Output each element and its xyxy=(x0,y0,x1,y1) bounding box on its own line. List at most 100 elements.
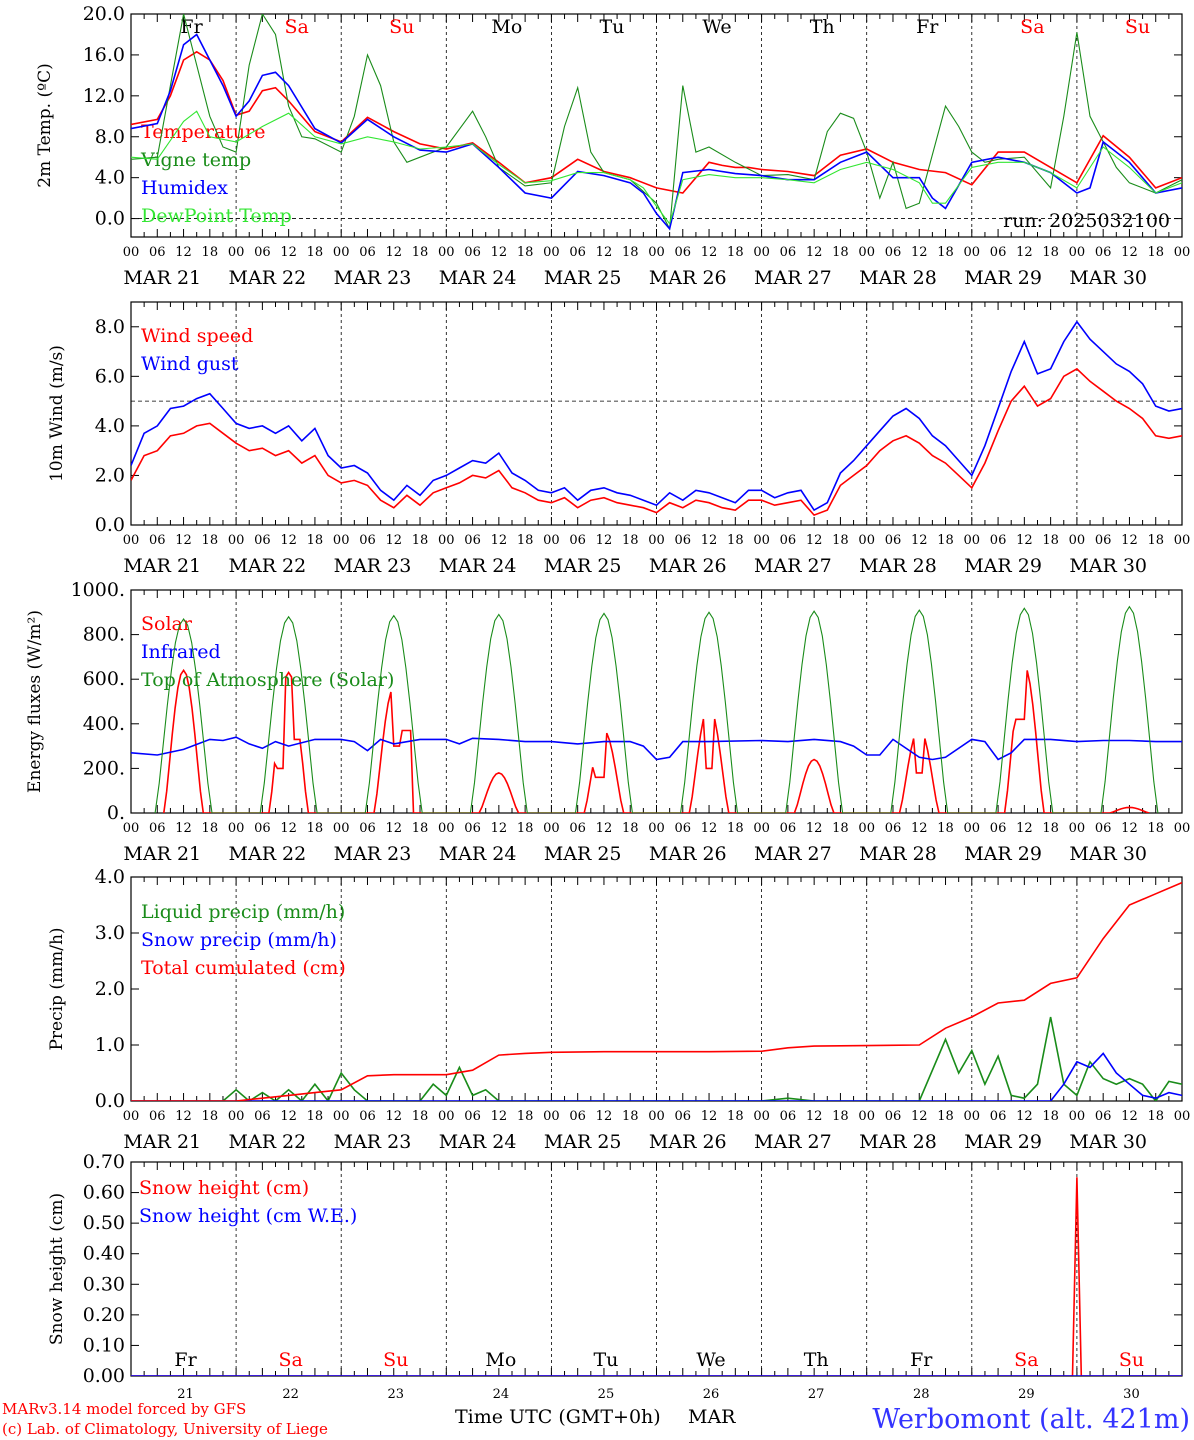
y-tick-label: 1000. xyxy=(71,579,125,601)
hour-tick-label: 18 xyxy=(307,533,324,548)
hour-tick-label: 00 xyxy=(228,1109,245,1124)
y-tick-label: 2.0 xyxy=(95,464,125,486)
hour-tick-label: 06 xyxy=(464,821,481,836)
series-line-3 xyxy=(131,33,1182,231)
hour-tick-label: 00 xyxy=(858,533,875,548)
y-tick-label: 600. xyxy=(83,668,125,690)
hour-tick-label: 00 xyxy=(964,533,981,548)
y-tick-label: 3.0 xyxy=(95,922,125,944)
legend-entry: Wind speed xyxy=(141,325,253,347)
hour-tick-label: 18 xyxy=(622,245,639,260)
weekday-label: Mo xyxy=(485,1349,516,1371)
hour-tick-label: 18 xyxy=(622,821,639,836)
weekday-label: Tu xyxy=(593,1349,618,1371)
hour-tick-label: 06 xyxy=(780,533,797,548)
hour-tick-label: 00 xyxy=(438,245,455,260)
y-axis-title: 2m Temp. (ºC) xyxy=(35,63,55,188)
hour-tick-label: 06 xyxy=(464,1109,481,1124)
y-tick-label: 0.0 xyxy=(95,1090,125,1112)
hour-tick-label: 12 xyxy=(806,1109,823,1124)
weekday-label: Sa xyxy=(284,16,308,38)
date-label: MAR 21 xyxy=(123,843,201,865)
legend-entry: Snow height (cm W.E.) xyxy=(139,1205,357,1227)
hour-tick-label: 00 xyxy=(648,1109,665,1124)
date-label: MAR 26 xyxy=(649,843,727,865)
day-number-label: 29 xyxy=(1018,1387,1035,1402)
legend-entry: Liquid precip (mm/h) xyxy=(141,901,345,923)
hour-tick-label: 06 xyxy=(464,533,481,548)
day-number-label: 21 xyxy=(177,1387,194,1402)
day-number-label: 27 xyxy=(808,1387,825,1402)
hour-tick-label: 18 xyxy=(727,245,744,260)
date-label: MAR 22 xyxy=(229,1131,307,1153)
hour-tick-label: 18 xyxy=(307,245,324,260)
date-label: MAR 24 xyxy=(439,843,517,865)
hour-tick-label: 18 xyxy=(517,245,534,260)
hour-tick-label: 18 xyxy=(412,821,429,836)
hour-tick-label: 18 xyxy=(727,821,744,836)
y-tick-label: 8.0 xyxy=(95,126,125,148)
hour-tick-label: 12 xyxy=(701,245,718,260)
date-label: MAR 21 xyxy=(123,267,201,289)
hour-tick-label: 12 xyxy=(280,821,297,836)
hour-tick-label: 00 xyxy=(438,821,455,836)
hour-tick-label: 00 xyxy=(1069,245,1086,260)
day-number-label: 25 xyxy=(598,1387,615,1402)
hour-tick-label: 00 xyxy=(543,821,560,836)
y-tick-label: 0.70 xyxy=(83,1151,125,1173)
hour-tick-label: 00 xyxy=(123,245,140,260)
hour-tick-label: 06 xyxy=(359,821,376,836)
hour-tick-label: 12 xyxy=(491,533,508,548)
hour-tick-label: 00 xyxy=(1174,821,1191,836)
hour-tick-label: 18 xyxy=(727,1109,744,1124)
y-tick-label: 400. xyxy=(83,713,125,735)
hour-tick-label: 00 xyxy=(964,1109,981,1124)
hour-tick-label: 06 xyxy=(254,1109,271,1124)
date-label: MAR 23 xyxy=(334,1131,412,1153)
hour-tick-label: 12 xyxy=(806,245,823,260)
y-tick-label: 16.0 xyxy=(83,44,125,66)
date-label: MAR 28 xyxy=(859,1131,937,1153)
y-tick-label: 800. xyxy=(83,624,125,646)
hour-tick-label: 00 xyxy=(964,245,981,260)
date-label: MAR 25 xyxy=(544,267,622,289)
hour-tick-label: 06 xyxy=(1095,821,1112,836)
date-label: MAR 27 xyxy=(754,1131,832,1153)
y-tick-label: 6.0 xyxy=(95,365,125,387)
weekday-label: Su xyxy=(383,1349,408,1371)
date-label: MAR 26 xyxy=(649,555,727,577)
hour-tick-label: 06 xyxy=(464,245,481,260)
series-line-2 xyxy=(131,1052,1182,1101)
day-number-label: 28 xyxy=(913,1387,930,1402)
hour-tick-label: 12 xyxy=(1016,245,1033,260)
legend-entry: DewPoint Temp xyxy=(141,205,292,227)
hour-tick-label: 06 xyxy=(149,821,166,836)
weekday-label: We xyxy=(696,1349,725,1371)
hour-tick-label: 00 xyxy=(753,1109,770,1124)
hour-tick-label: 12 xyxy=(701,1109,718,1124)
hour-tick-label: 18 xyxy=(622,533,639,548)
weekday-label: We xyxy=(702,16,731,38)
hour-tick-label: 12 xyxy=(280,533,297,548)
day-number-label: 26 xyxy=(703,1387,720,1402)
credit-line-1: MARv3.14 model forced by GFS xyxy=(2,1400,246,1418)
date-label: MAR 24 xyxy=(439,555,517,577)
date-label: MAR 24 xyxy=(439,267,517,289)
y-tick-label: 200. xyxy=(83,757,125,779)
weekday-label: Sa xyxy=(278,1349,302,1371)
hour-tick-label: 00 xyxy=(1069,821,1086,836)
weekday-label: Mo xyxy=(491,16,522,38)
hour-tick-label: 18 xyxy=(1147,1109,1164,1124)
hour-tick-label: 06 xyxy=(885,533,902,548)
y-tick-label: 0.0 xyxy=(95,514,125,536)
y-tick-label: 0.50 xyxy=(83,1212,125,1234)
hour-tick-label: 00 xyxy=(648,533,665,548)
hour-tick-label: 06 xyxy=(569,245,586,260)
y-tick-label: 1.0 xyxy=(95,1034,125,1056)
hour-tick-label: 12 xyxy=(385,533,402,548)
y-tick-label: 4.0 xyxy=(95,167,125,189)
hour-tick-label: 00 xyxy=(543,1109,560,1124)
hour-tick-label: 06 xyxy=(780,245,797,260)
weekday-label: Sa xyxy=(1020,16,1044,38)
